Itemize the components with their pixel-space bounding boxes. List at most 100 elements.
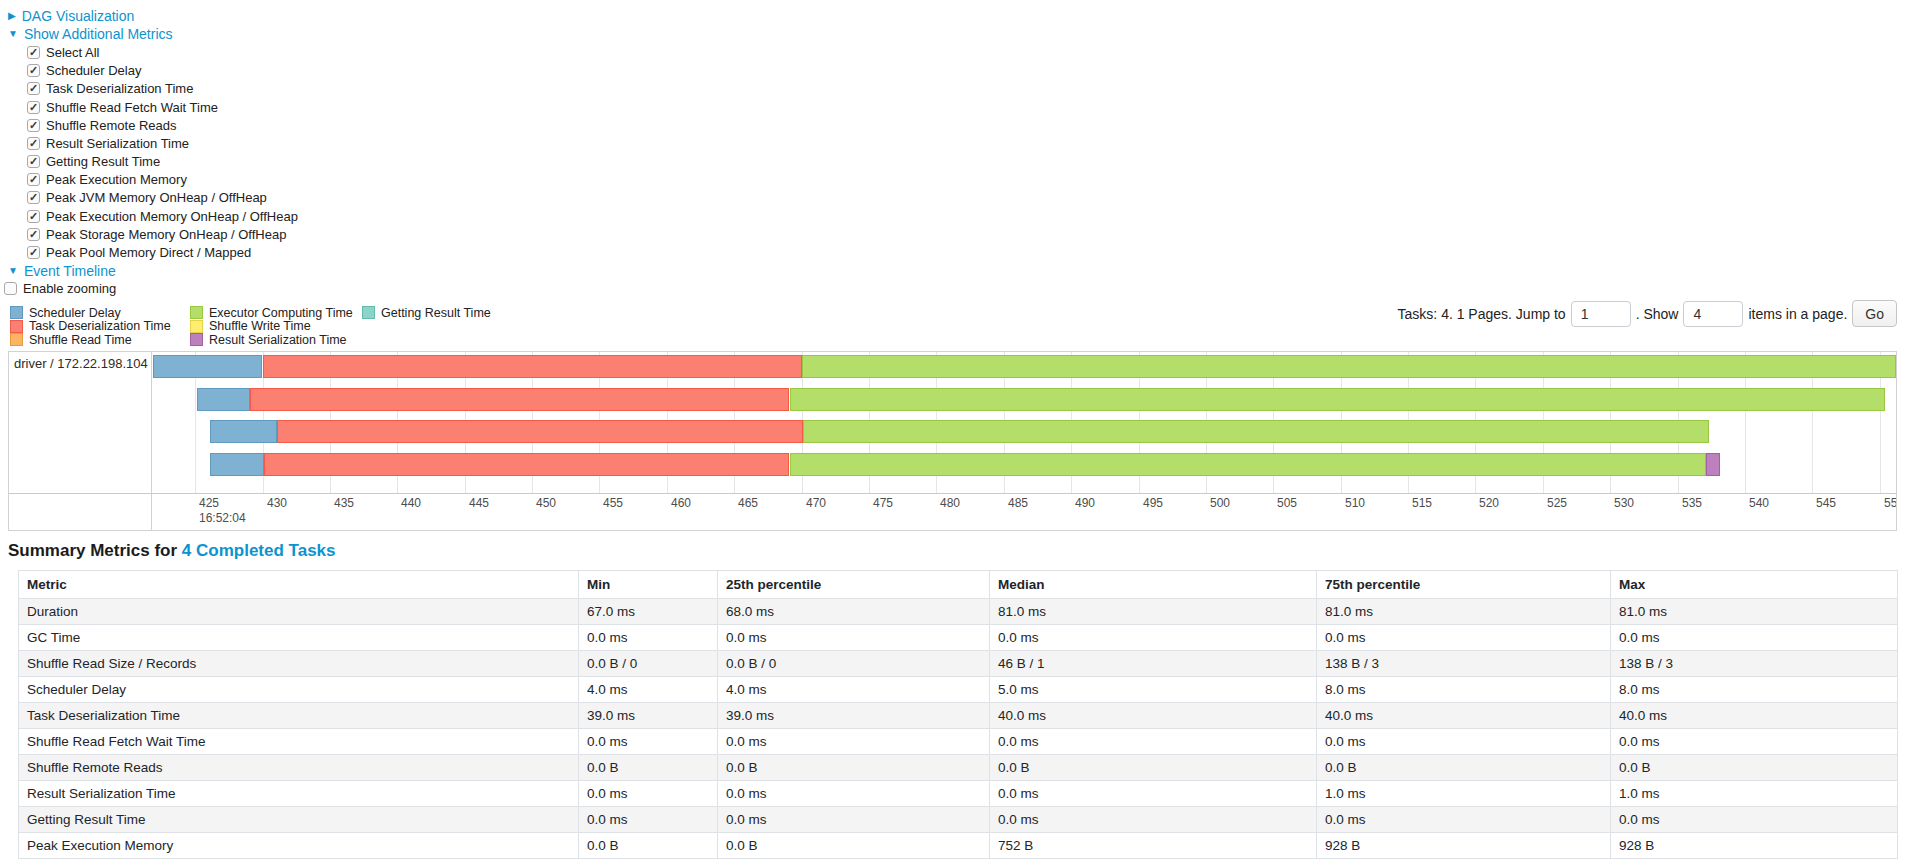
axis-tick-label: 440 [401,496,421,510]
metric-checkbox[interactable] [27,64,40,77]
go-button[interactable]: Go [1852,300,1897,327]
metric-name-cell: Shuffle Read Size / Records [19,651,579,677]
metric-value-cell: 4.0 ms [718,677,990,703]
table-row: GC Time0.0 ms0.0 ms0.0 ms0.0 ms0.0 ms [19,625,1898,651]
table-row: Shuffle Read Fetch Wait Time0.0 ms0.0 ms… [19,729,1898,755]
metric-checkbox-row: Peak Execution Memory OnHeap / OffHeap [8,207,298,225]
axis-tick-label: 445 [469,496,489,510]
timeline-bar-segment [263,355,802,378]
axis-tick-label: 505 [1277,496,1297,510]
axis-tick-label: 545 [1816,496,1836,510]
metric-value-cell: 0.0 ms [718,729,990,755]
summary-heading-text: Summary Metrics for [8,541,182,560]
axis-tick-label: 450 [536,496,556,510]
metric-checkbox-row: Task Deserialization Time [8,80,298,98]
metric-checkbox[interactable] [27,246,40,259]
metric-value-cell: 8.0 ms [1317,677,1611,703]
completed-tasks-link[interactable]: 4 Completed Tasks [182,541,336,560]
timeline-axis-line [9,493,1896,494]
show-text: . Show [1636,306,1679,322]
legend-item: Scheduler Delay [10,306,171,320]
metric-checkbox[interactable] [27,228,40,241]
metric-checkbox-label: Task Deserialization Time [46,81,193,96]
items-per-page-input[interactable] [1683,301,1743,327]
legend-item: Getting Result Time [362,306,491,320]
table-row: Scheduler Delay4.0 ms4.0 ms5.0 ms8.0 ms8… [19,677,1898,703]
metric-checkbox-row: Peak JVM Memory OnHeap / OffHeap [8,189,298,207]
metric-checkbox[interactable] [27,101,40,114]
metric-value-cell: 0.0 ms [990,729,1317,755]
metric-value-cell: 1.0 ms [1317,781,1611,807]
legend-item: Result Serialization Time [190,333,353,347]
metric-checkbox[interactable] [27,210,40,223]
legend-swatch [190,306,203,319]
metric-value-cell: 0.0 ms [1317,625,1611,651]
table-column-header: 75th percentile [1317,571,1611,599]
metric-checkbox-row: Select All [8,43,298,61]
metric-checkbox[interactable] [27,119,40,132]
metric-value-cell: 0.0 B [1611,755,1898,781]
metric-value-cell: 0.0 ms [579,729,718,755]
table-row: Task Deserialization Time39.0 ms39.0 ms4… [19,703,1898,729]
metric-checkbox[interactable] [27,137,40,150]
task-pagination: Tasks: 4. 1 Pages. Jump to . Show items … [1398,300,1897,327]
dag-visualization-toggle[interactable]: ▶ DAG Visualization [8,8,134,24]
axis-tick-label: 535 [1682,496,1702,510]
metric-checkbox[interactable] [27,82,40,95]
metric-value-cell: 0.0 ms [579,781,718,807]
table-row: Result Serialization Time0.0 ms0.0 ms0.0… [19,781,1898,807]
metric-checkbox-list: Select AllScheduler DelayTask Deserializ… [8,43,298,261]
axis-tick-label: 550 [1884,496,1897,510]
metric-name-cell: Result Serialization Time [19,781,579,807]
metric-checkbox-row: Scheduler Delay [8,62,298,80]
metric-value-cell: 81.0 ms [1611,599,1898,625]
metric-value-cell: 0.0 ms [1611,807,1898,833]
metric-value-cell: 752 B [990,833,1317,859]
table-row: Getting Result Time0.0 ms0.0 ms0.0 ms0.0… [19,807,1898,833]
metric-checkbox[interactable] [27,46,40,59]
metric-checkbox-label: Peak Pool Memory Direct / Mapped [46,245,251,260]
top-sections: ▶ DAG Visualization ▼ Show Additional Me… [8,7,298,298]
metric-value-cell: 8.0 ms [1611,677,1898,703]
metric-value-cell: 67.0 ms [579,599,718,625]
metric-value-cell: 68.0 ms [718,599,990,625]
chevron-right-icon: ▶ [8,11,16,21]
timeline-bar-segment [210,420,277,443]
show-additional-metrics-toggle[interactable]: ▼ Show Additional Metrics [8,26,173,42]
metric-checkbox-row: Peak Storage Memory OnHeap / OffHeap [8,225,298,243]
axis-tick-label: 500 [1210,496,1230,510]
metric-checkbox-label: Getting Result Time [46,154,160,169]
timeline-group-column: driver / 172.22.198.104 [9,352,152,530]
metric-value-cell: 0.0 ms [990,807,1317,833]
axis-tick-label: 490 [1075,496,1095,510]
axis-tick-label: 435 [334,496,354,510]
timeline-bar-segment [790,388,1886,411]
summary-metrics-table: MetricMin25th percentileMedian75th perce… [18,570,1898,859]
legend-item: Executor Computing Time [190,306,353,320]
axis-tick-label: 475 [873,496,893,510]
metric-checkbox-label: Result Serialization Time [46,136,189,151]
metric-value-cell: 40.0 ms [990,703,1317,729]
legend-swatch [10,306,23,319]
tasks-count-text: Tasks: 4. 1 Pages. Jump to [1398,306,1566,322]
jump-to-page-input[interactable] [1571,301,1631,327]
enable-zooming-checkbox[interactable] [4,282,17,295]
metric-value-cell: 40.0 ms [1317,703,1611,729]
metric-checkbox[interactable] [27,173,40,186]
axis-tick-label: 455 [603,496,623,510]
legend-label: Executor Computing Time [209,306,353,320]
metric-name-cell: Scheduler Delay [19,677,579,703]
legend-column: Scheduler DelayTask Deserialization Time… [10,306,171,347]
legend-swatch [190,333,203,346]
legend-item: Shuffle Write Time [190,320,353,334]
metric-value-cell: 46 B / 1 [990,651,1317,677]
metric-value-cell: 40.0 ms [1611,703,1898,729]
event-timeline-toggle[interactable]: ▼ Event Timeline [8,263,116,279]
axis-tick-label: 425 [199,496,219,510]
metric-checkbox[interactable] [27,191,40,204]
metric-checkbox[interactable] [27,155,40,168]
metric-value-cell: 0.0 ms [1611,729,1898,755]
metric-value-cell: 5.0 ms [990,677,1317,703]
metric-name-cell: Getting Result Time [19,807,579,833]
metric-value-cell: 0.0 B [990,755,1317,781]
